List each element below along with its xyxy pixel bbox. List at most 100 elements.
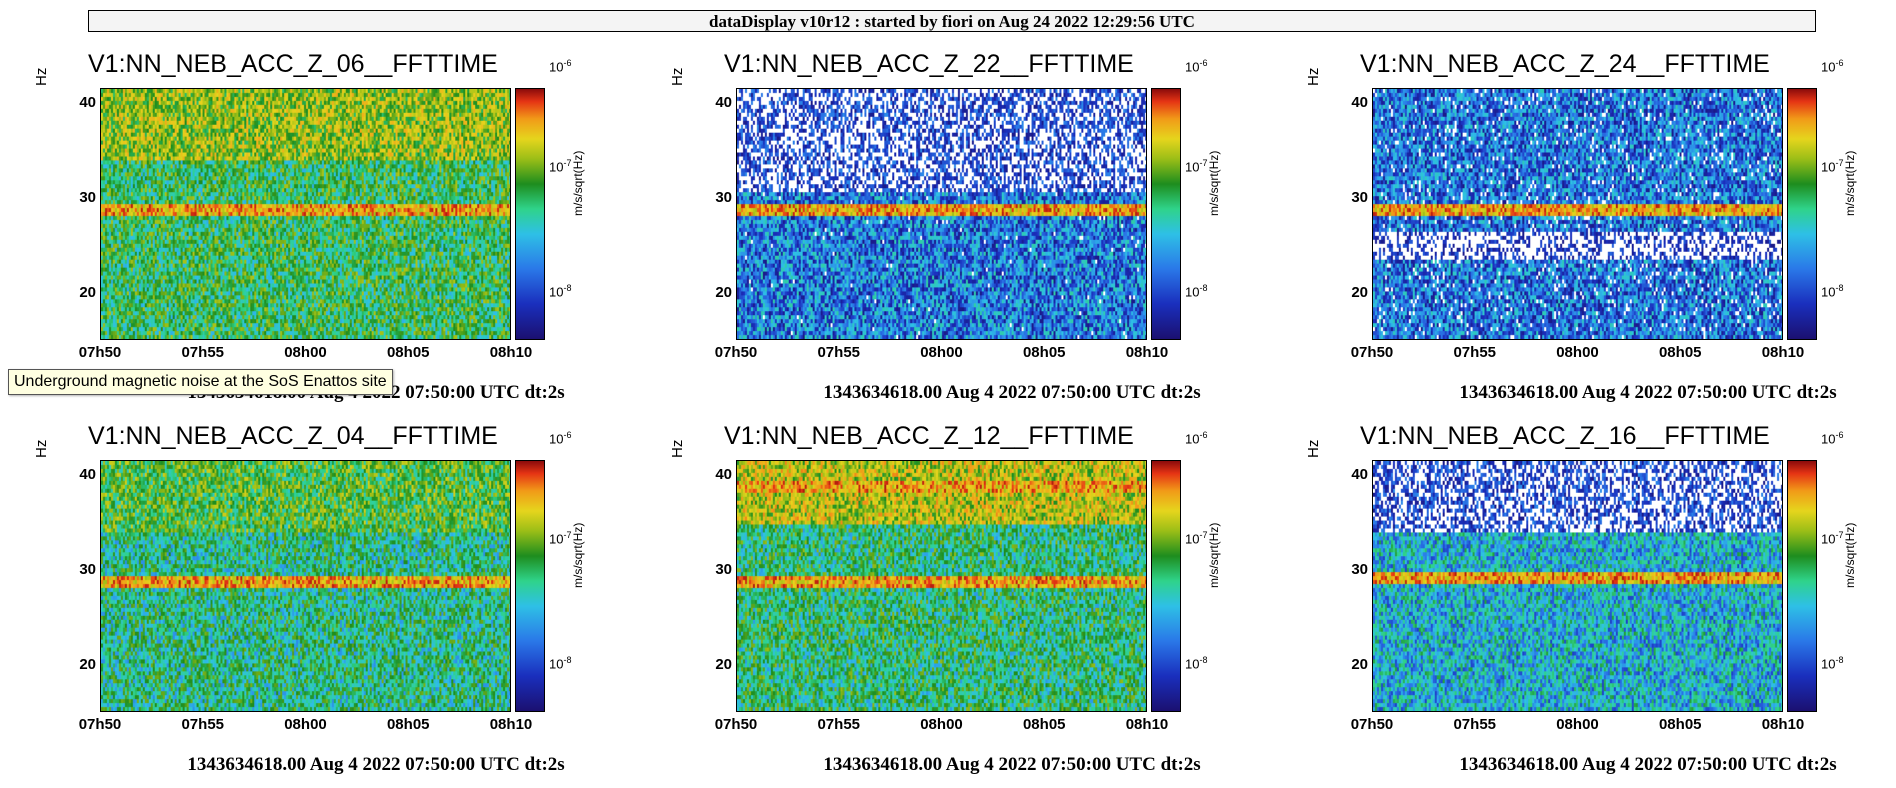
colorbar-tick-label: 10-6 — [1185, 430, 1208, 447]
x-tick-label: 08h05 — [1658, 344, 1702, 361]
spectrogram-plot — [100, 88, 511, 340]
x-tick-label: 08h10 — [1761, 344, 1805, 361]
x-tick-label: 07h50 — [714, 344, 758, 361]
spectrogram-panel: V1:NN_NEB_ACC_Z_24__FFTTIME Hz 40 30 20 07h50… — [1305, 46, 1896, 416]
y-axis-label: Hz — [1305, 67, 1322, 86]
colorbar-tick-label: 10-7 — [1821, 158, 1844, 175]
spectrogram-plot — [736, 88, 1147, 340]
colorbar-unit-label: m/s/sqrt(Hz) — [571, 150, 585, 216]
x-tick-label: 08h00 — [284, 716, 327, 733]
spectrogram-panel: V1:NN_NEB_ACC_Z_06__FFTTIME Hz 40 30 20 07h50… — [33, 46, 686, 416]
time-caption: 1343634618.00 Aug 4 2022 07:50:00 UTC dt… — [1459, 754, 1837, 775]
x-tick-label: 08h05 — [386, 716, 430, 733]
time-caption: 1343634618.00 Aug 4 2022 07:50:00 UTC dt… — [823, 754, 1201, 775]
colorbar-tick-label: 10-6 — [549, 58, 572, 75]
colorbar — [515, 88, 545, 340]
x-tick-label: 07h55 — [817, 716, 861, 733]
y-tick-label: 40 — [715, 466, 732, 483]
colorbar — [1151, 88, 1181, 340]
colorbar-tick-label: 10-8 — [549, 655, 572, 672]
colorbar-tick-label: 10-8 — [1821, 283, 1844, 300]
y-tick-label: 20 — [715, 656, 732, 673]
y-tick-label: 20 — [79, 284, 96, 301]
colorbar-tick-label: 10-7 — [549, 158, 572, 175]
colorbar-tick-label: 10-7 — [1821, 530, 1844, 547]
spectrogram-plot — [1372, 88, 1783, 340]
y-tick-label: 20 — [1351, 284, 1368, 301]
y-axis-label: Hz — [33, 67, 50, 86]
time-caption: 1343634618.00 Aug 4 2022 07:50:00 UTC dt… — [1459, 382, 1837, 403]
colorbar-tick-label: 10-8 — [1821, 655, 1844, 672]
x-tick-label: 07h55 — [817, 344, 861, 361]
panel-title: V1:NN_NEB_ACC_Z_16__FFTTIME — [1360, 422, 1770, 450]
spectrogram-panel: V1:NN_NEB_ACC_Z_12__FFTTIME Hz 40 30 20 07h50… — [669, 418, 1322, 788]
colorbar — [1787, 88, 1817, 340]
panel-title: V1:NN_NEB_ACC_Z_22__FFTTIME — [724, 50, 1134, 78]
x-tick-label: 07h55 — [181, 716, 225, 733]
colorbar-tick-label: 10-7 — [1185, 158, 1208, 175]
y-tick-label: 20 — [715, 284, 732, 301]
colorbar-unit-label: m/s/sqrt(Hz) — [571, 522, 585, 588]
y-tick-label: 40 — [715, 94, 732, 111]
x-tick-label: 08h00 — [1556, 344, 1599, 361]
y-tick-label: 20 — [79, 656, 96, 673]
x-tick-label: 08h00 — [920, 344, 963, 361]
display-title-bar: dataDisplay v10r12 : started by fiori on… — [88, 10, 1816, 32]
x-tick-label: 08h05 — [1022, 344, 1066, 361]
tooltip: Underground magnetic noise at the SoS En… — [8, 369, 393, 395]
colorbar-tick-label: 10-7 — [549, 530, 572, 547]
colorbar-unit-label: m/s/sqrt(Hz) — [1207, 522, 1221, 588]
time-caption: 1343634618.00 Aug 4 2022 07:50:00 UTC dt… — [823, 382, 1201, 403]
spectrogram-plot — [100, 460, 511, 712]
y-tick-label: 30 — [79, 561, 96, 578]
colorbar-tick-label: 10-8 — [1185, 283, 1208, 300]
panel-title: V1:NN_NEB_ACC_Z_06__FFTTIME — [88, 50, 498, 78]
colorbar-unit-label: m/s/sqrt(Hz) — [1207, 150, 1221, 216]
y-axis-label: Hz — [669, 67, 686, 86]
panel-title: V1:NN_NEB_ACC_Z_12__FFTTIME — [724, 422, 1134, 450]
x-tick-label: 08h05 — [386, 344, 430, 361]
x-tick-label: 08h10 — [1761, 716, 1805, 733]
colorbar-tick-label: 10-8 — [549, 283, 572, 300]
colorbar-tick-label: 10-6 — [549, 430, 572, 447]
colorbar-tick-label: 10-8 — [1185, 655, 1208, 672]
panel-title: V1:NN_NEB_ACC_Z_24__FFTTIME — [1360, 50, 1770, 78]
x-tick-label: 08h10 — [1125, 344, 1169, 361]
colorbar — [1787, 460, 1817, 712]
x-tick-label: 07h50 — [714, 716, 758, 733]
x-tick-label: 08h00 — [284, 344, 327, 361]
y-axis-label: Hz — [1305, 439, 1322, 458]
spectrogram-plot — [736, 460, 1147, 712]
y-tick-label: 30 — [715, 561, 732, 578]
time-caption: 1343634618.00 Aug 4 2022 07:50:00 UTC dt… — [187, 754, 565, 775]
x-tick-label: 07h50 — [1350, 716, 1394, 733]
x-tick-label: 07h50 — [1350, 344, 1394, 361]
x-tick-label: 08h10 — [1125, 716, 1169, 733]
x-tick-label: 07h50 — [78, 344, 122, 361]
y-tick-label: 30 — [1351, 189, 1368, 206]
y-tick-label: 40 — [79, 94, 96, 111]
y-tick-label: 40 — [1351, 94, 1368, 111]
colorbar-tick-label: 10-6 — [1821, 58, 1844, 75]
x-tick-label: 07h55 — [1453, 344, 1497, 361]
colorbar-tick-label: 10-6 — [1821, 430, 1844, 447]
x-tick-label: 07h55 — [181, 344, 225, 361]
x-tick-label: 08h05 — [1022, 716, 1066, 733]
x-tick-label: 08h10 — [489, 344, 533, 361]
spectrogram-panel: V1:NN_NEB_ACC_Z_04__FFTTIME Hz 40 30 20 07h50… — [33, 418, 686, 788]
colorbar-tick-label: 10-7 — [1185, 530, 1208, 547]
y-axis-label: Hz — [33, 439, 50, 458]
x-tick-label: 08h10 — [489, 716, 533, 733]
colorbar-unit-label: m/s/sqrt(Hz) — [1843, 522, 1857, 588]
colorbar-unit-label: m/s/sqrt(Hz) — [1843, 150, 1857, 216]
x-tick-label: 07h55 — [1453, 716, 1497, 733]
y-tick-label: 20 — [1351, 656, 1368, 673]
x-tick-label: 08h00 — [1556, 716, 1599, 733]
y-tick-label: 40 — [1351, 466, 1368, 483]
y-axis-label: Hz — [669, 439, 686, 458]
y-tick-label: 30 — [79, 189, 96, 206]
y-tick-label: 30 — [1351, 561, 1368, 578]
colorbar — [515, 460, 545, 712]
colorbar-tick-label: 10-6 — [1185, 58, 1208, 75]
y-tick-label: 30 — [715, 189, 732, 206]
